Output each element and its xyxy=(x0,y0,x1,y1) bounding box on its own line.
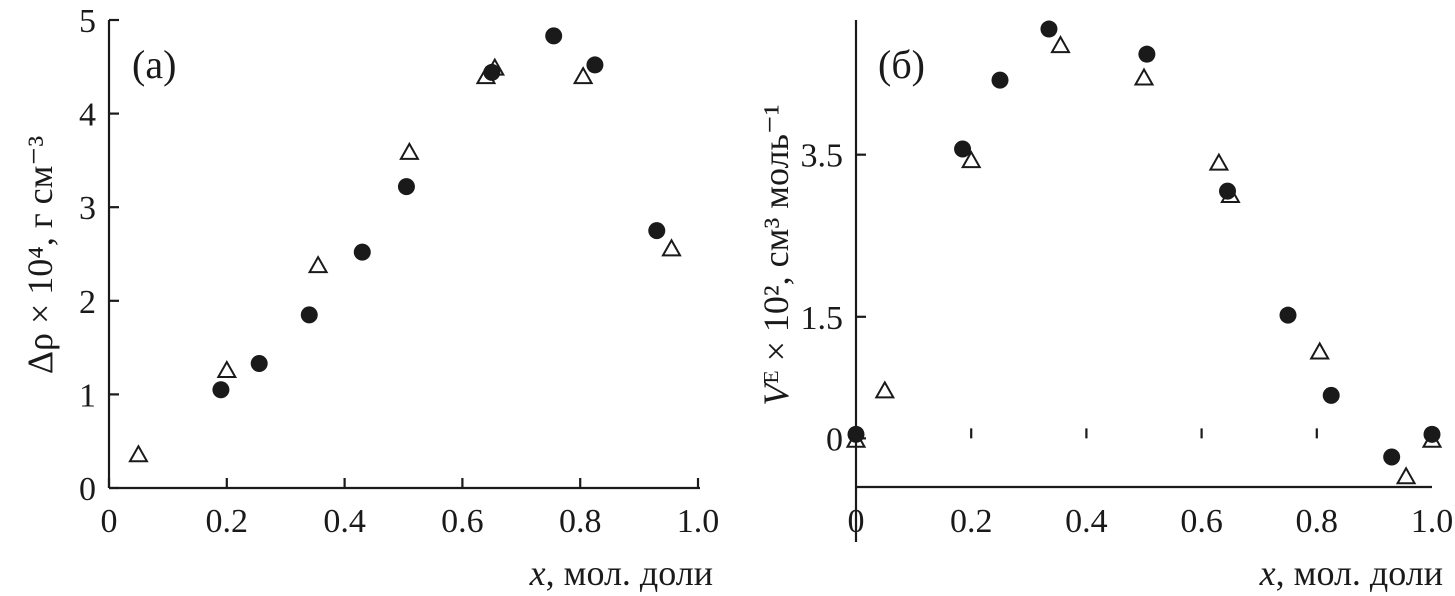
panel-a-xtick-label-0_2: 0.2 xyxy=(206,503,249,540)
panel-a-circle-point xyxy=(212,381,230,399)
panel-b-circle-point xyxy=(991,71,1009,89)
panel-b-ytick-label-1_5: 1.5 xyxy=(801,300,844,337)
panel-a-triangle-point xyxy=(661,238,682,257)
panel-b-ylabel: Vᴱ × 10², см³ моль⁻¹ xyxy=(756,104,796,405)
panel-a-ytick-label-4: 4 xyxy=(79,97,96,134)
panel-a-ytick-label-1: 1 xyxy=(79,377,96,414)
panel-a-label: (а) xyxy=(132,42,176,87)
panel-b-circle-point xyxy=(1040,20,1058,38)
panel-b-xtick-label-0_2: 0.2 xyxy=(950,503,993,540)
panel-a-circle-point xyxy=(586,56,604,74)
panel-b-circle-point xyxy=(1279,306,1297,324)
panel-b-points xyxy=(845,20,1443,485)
panel-a-xtick-label-0_6: 0.6 xyxy=(441,503,484,540)
panel-a-triangle-point xyxy=(484,57,506,76)
panel-a-circle-point xyxy=(483,63,501,81)
panel-b-xlabel-rest: , мол. доли xyxy=(1276,553,1443,593)
panel-a-ytick-label-3: 3 xyxy=(79,190,96,227)
panel-b-triangle-point xyxy=(1220,184,1241,204)
panel-b-label: (б) xyxy=(878,42,925,87)
panel-b-xtick-label-0_4: 0.4 xyxy=(1065,503,1108,540)
panel-b-triangle-point xyxy=(960,150,982,169)
panel-a-triangle-point xyxy=(399,141,420,160)
panel-b-ytick-label-0: 0 xyxy=(826,421,843,458)
panel-b-xlabel: x, мол. доли xyxy=(1259,553,1443,593)
panel-b-circle-point xyxy=(1322,386,1340,404)
panel-a-circle-point xyxy=(648,222,666,240)
panel-b-triangle-point xyxy=(845,429,867,448)
panel-b-ylabel-var: V xyxy=(756,380,796,406)
panel-a-ytick-label-2: 2 xyxy=(79,284,96,321)
panel-a-circle-point xyxy=(545,27,563,45)
panel-a-circle-point xyxy=(250,355,268,373)
panel-a-circle-point xyxy=(353,243,371,261)
panel-a-xtick-label-1: 1.0 xyxy=(677,503,720,540)
panel-b-xtick-label-0_8: 0.8 xyxy=(1296,503,1339,540)
panel-a-xtick-label-0_4: 0.4 xyxy=(323,503,366,540)
panel-a-ticks: 0 0.2 0.4 0.6 0.8 1.0 0 1 2 3 4 5 xyxy=(79,3,719,540)
panel-b-circle-point xyxy=(954,140,972,158)
panel-b-triangle-point xyxy=(1395,466,1417,485)
panel-a-xlabel: x, мол. доли xyxy=(529,553,713,593)
panel-a-points xyxy=(128,27,682,463)
panel-a-circle-point xyxy=(300,306,318,324)
panel-a-triangle-point xyxy=(216,359,238,378)
panel-b-circle-point xyxy=(1383,448,1401,466)
panel-b-triangle-point xyxy=(1133,67,1155,86)
panel-b-circle-point xyxy=(847,425,865,443)
panel-a-ytick-label-0: 0 xyxy=(79,471,96,508)
panel-b-triangle-point xyxy=(1208,152,1230,171)
panel-b-xtick-label-1: 1.0 xyxy=(1411,503,1454,540)
panel-a-xtick-label-0_8: 0.8 xyxy=(559,503,602,540)
panel-b-triangle-point xyxy=(1421,429,1443,448)
panel-a-xlabel-var: x xyxy=(529,553,546,593)
panel-b-triangle-point xyxy=(1309,341,1330,360)
panel-a-xlabel-rest: , мол. доли xyxy=(546,553,713,593)
panel-b: 0 0.2 0.4 0.6 0.8 1.0 0 1.5 3.5 (б) Vᴱ × 10², см… xyxy=(756,20,1453,593)
panel-b-xtick-label-0: 0 xyxy=(848,503,865,540)
panel-b-ticks: 0 0.2 0.4 0.6 0.8 1.0 0 1.5 3.5 xyxy=(801,138,1454,540)
panel-b-ytick-label-3_5: 3.5 xyxy=(801,138,844,175)
panel-a-ytick-label-5: 5 xyxy=(79,3,96,40)
panel-a-circle-point xyxy=(397,178,415,196)
panel-b-circle-point xyxy=(1138,45,1156,63)
panel-a-ylabel: Δρ × 10⁴, г см⁻³ xyxy=(20,136,60,374)
panel-a: 0 0.2 0.4 0.6 0.8 1.0 0 1 2 3 4 5 (а) Δρ × 10⁴, г с… xyxy=(20,3,719,593)
panel-b-triangle-point xyxy=(874,380,896,399)
panel-a-xtick-label-0: 0 xyxy=(101,503,118,540)
panel-a-triangle-point xyxy=(572,66,594,85)
panel-b-circle-point xyxy=(1423,425,1441,443)
panel-a-triangle-point xyxy=(128,444,149,463)
panel-b-xtick-label-0_6: 0.6 xyxy=(1180,503,1223,540)
panel-b-xlabel-var: x xyxy=(1259,553,1276,593)
panel-b-triangle-point xyxy=(1050,35,1071,54)
panel-b-ylabel-rest: ᴱ × 10², см³ моль⁻¹ xyxy=(756,104,796,383)
panel-a-triangle-point xyxy=(307,255,329,274)
